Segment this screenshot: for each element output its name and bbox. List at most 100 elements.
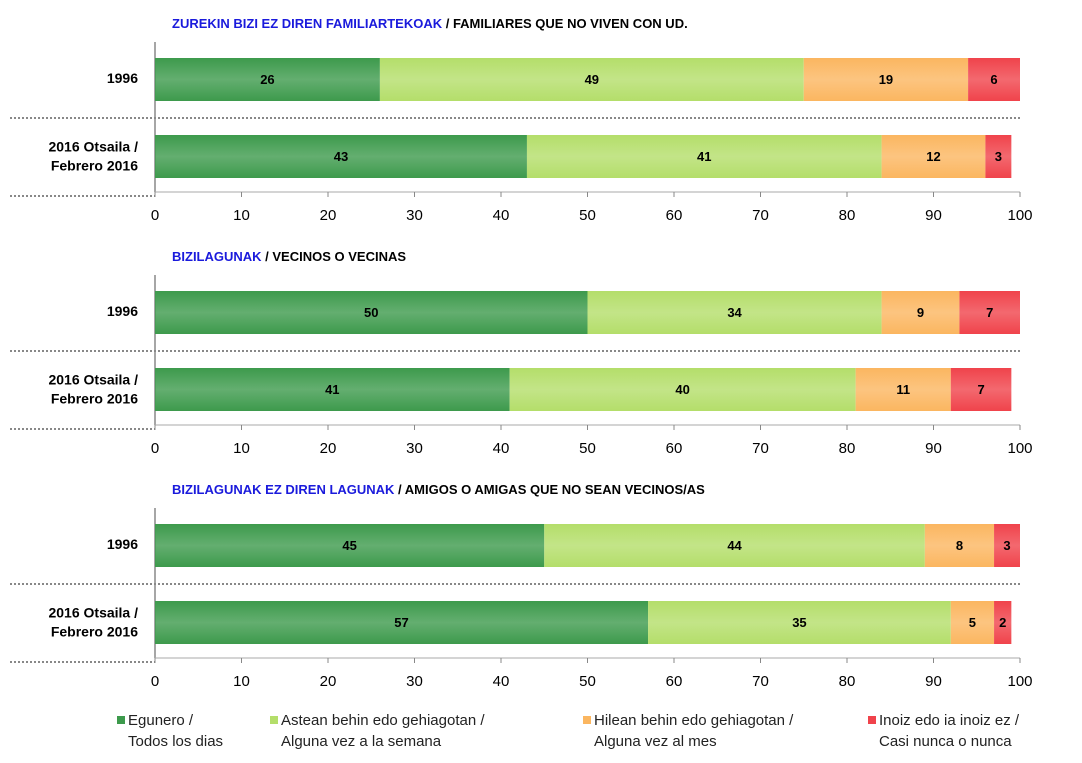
data-label: 7 xyxy=(977,382,984,397)
data-label: 45 xyxy=(342,538,356,553)
bar-segment xyxy=(155,368,510,411)
category-line: 2016 Otsaila / xyxy=(48,371,138,387)
x-tick-label: 60 xyxy=(666,207,683,224)
data-label: 34 xyxy=(727,305,742,320)
bar-segment xyxy=(924,524,995,567)
bar-segment xyxy=(155,135,527,178)
data-label: 8 xyxy=(956,538,963,553)
bar-segment xyxy=(155,601,649,644)
bar-segment xyxy=(968,58,1020,101)
x-tick-label: 80 xyxy=(839,207,856,224)
panel-title: BIZILAGUNAK EZ DIREN LAGUNAK / AMIGOS O … xyxy=(172,482,705,497)
bar-segment xyxy=(155,291,588,334)
legend-label: Astean behin edo gehiagotan / xyxy=(281,712,485,729)
x-tick-label: 40 xyxy=(493,207,510,224)
bar-segment xyxy=(881,291,960,334)
legend-label: Inoiz edo ia inoiz ez / xyxy=(879,712,1020,729)
legend-swatch xyxy=(270,716,278,724)
x-tick-label: 50 xyxy=(579,673,596,690)
x-tick-label: 100 xyxy=(1007,207,1032,224)
legend-label: Egunero / xyxy=(128,712,194,729)
data-label: 19 xyxy=(879,72,893,87)
x-tick-label: 70 xyxy=(752,207,769,224)
x-tick-label: 70 xyxy=(752,673,769,690)
x-tick-label: 0 xyxy=(151,207,159,224)
bar-segment xyxy=(881,135,986,178)
title-spanish: / VECINOS O VECINAS xyxy=(262,249,407,264)
x-tick-label: 100 xyxy=(1007,440,1032,457)
data-label: 43 xyxy=(334,149,348,164)
bar-segment xyxy=(950,601,995,644)
x-tick-label: 100 xyxy=(1007,673,1032,690)
panel-title: BIZILAGUNAK / VECINOS O VECINAS xyxy=(172,249,406,264)
legend-label: Todos los dias xyxy=(128,733,223,750)
category-label: 1996 xyxy=(107,303,138,319)
x-tick-label: 80 xyxy=(839,673,856,690)
x-tick-label: 70 xyxy=(752,440,769,457)
legend-label: Hilean behin edo gehiagotan / xyxy=(594,712,794,729)
data-label: 44 xyxy=(727,538,742,553)
x-tick-label: 20 xyxy=(320,673,337,690)
data-label: 50 xyxy=(364,305,378,320)
x-tick-label: 60 xyxy=(666,673,683,690)
x-tick-label: 10 xyxy=(233,673,250,690)
category-label: 2016 Otsaila / Febrero 2016 xyxy=(48,604,138,639)
x-tick-label: 40 xyxy=(493,673,510,690)
x-tick-label: 50 xyxy=(579,440,596,457)
x-tick-label: 30 xyxy=(406,207,423,224)
data-label: 41 xyxy=(697,149,711,164)
title-basque: ZUREKIN BIZI EZ DIREN FAMILIARTEKOAK xyxy=(172,16,443,31)
data-label: 9 xyxy=(917,305,924,320)
x-tick-label: 90 xyxy=(925,207,942,224)
title-basque: BIZILAGUNAK EZ DIREN LAGUNAK xyxy=(172,482,395,497)
bar-segment xyxy=(959,291,1020,334)
data-label: 5 xyxy=(969,615,976,630)
x-tick-label: 90 xyxy=(925,673,942,690)
data-label: 7 xyxy=(986,305,993,320)
title-spanish: / AMIGOS O AMIGAS QUE NO SEAN VECINOS/AS xyxy=(394,482,705,497)
x-tick-label: 10 xyxy=(233,440,250,457)
data-label: 6 xyxy=(990,72,997,87)
data-label: 41 xyxy=(325,382,339,397)
bar-segment xyxy=(587,291,882,334)
category-line: Febrero 2016 xyxy=(51,390,138,406)
bar-segment xyxy=(526,135,882,178)
bar-segment xyxy=(155,524,545,567)
category-label: 2016 Otsaila / Febrero 2016 xyxy=(48,138,138,173)
x-tick-label: 20 xyxy=(320,207,337,224)
category-line: 2016 Otsaila / xyxy=(48,138,138,154)
data-label: 40 xyxy=(675,382,689,397)
bar-segment xyxy=(994,524,1020,567)
bar-segment xyxy=(544,524,925,567)
x-tick-label: 80 xyxy=(839,440,856,457)
x-tick-label: 30 xyxy=(406,673,423,690)
x-tick-label: 60 xyxy=(666,440,683,457)
x-tick-label: 50 xyxy=(579,207,596,224)
bar-segment xyxy=(855,368,951,411)
title-spanish: / FAMILIARES QUE NO VIVEN CON UD. xyxy=(442,16,688,31)
x-tick-label: 20 xyxy=(320,440,337,457)
bar-segment xyxy=(985,135,1012,178)
x-tick-label: 10 xyxy=(233,207,250,224)
data-label: 3 xyxy=(995,149,1002,164)
category-label: 1996 xyxy=(107,536,138,552)
x-tick-label: 30 xyxy=(406,440,423,457)
data-label: 26 xyxy=(260,72,274,87)
legend-label: Alguna vez a la semana xyxy=(281,733,442,750)
bar-segment xyxy=(379,58,804,101)
legend-label: Alguna vez al mes xyxy=(594,733,717,750)
title-basque: BIZILAGUNAK xyxy=(172,249,262,264)
legend-label: Casi nunca o nunca xyxy=(879,733,1012,750)
data-label: 57 xyxy=(394,615,408,630)
x-tick-label: 0 xyxy=(151,673,159,690)
legend-swatch xyxy=(868,716,876,724)
bar-segment xyxy=(950,368,1012,411)
panel-title: ZUREKIN BIZI EZ DIREN FAMILIARTEKOAK / F… xyxy=(172,16,688,31)
legend-swatch xyxy=(117,716,125,724)
legend-swatch xyxy=(583,716,591,724)
category-line: Febrero 2016 xyxy=(51,623,138,639)
data-label: 2 xyxy=(999,615,1006,630)
x-tick-label: 90 xyxy=(925,440,942,457)
bar-segment xyxy=(994,601,1012,644)
